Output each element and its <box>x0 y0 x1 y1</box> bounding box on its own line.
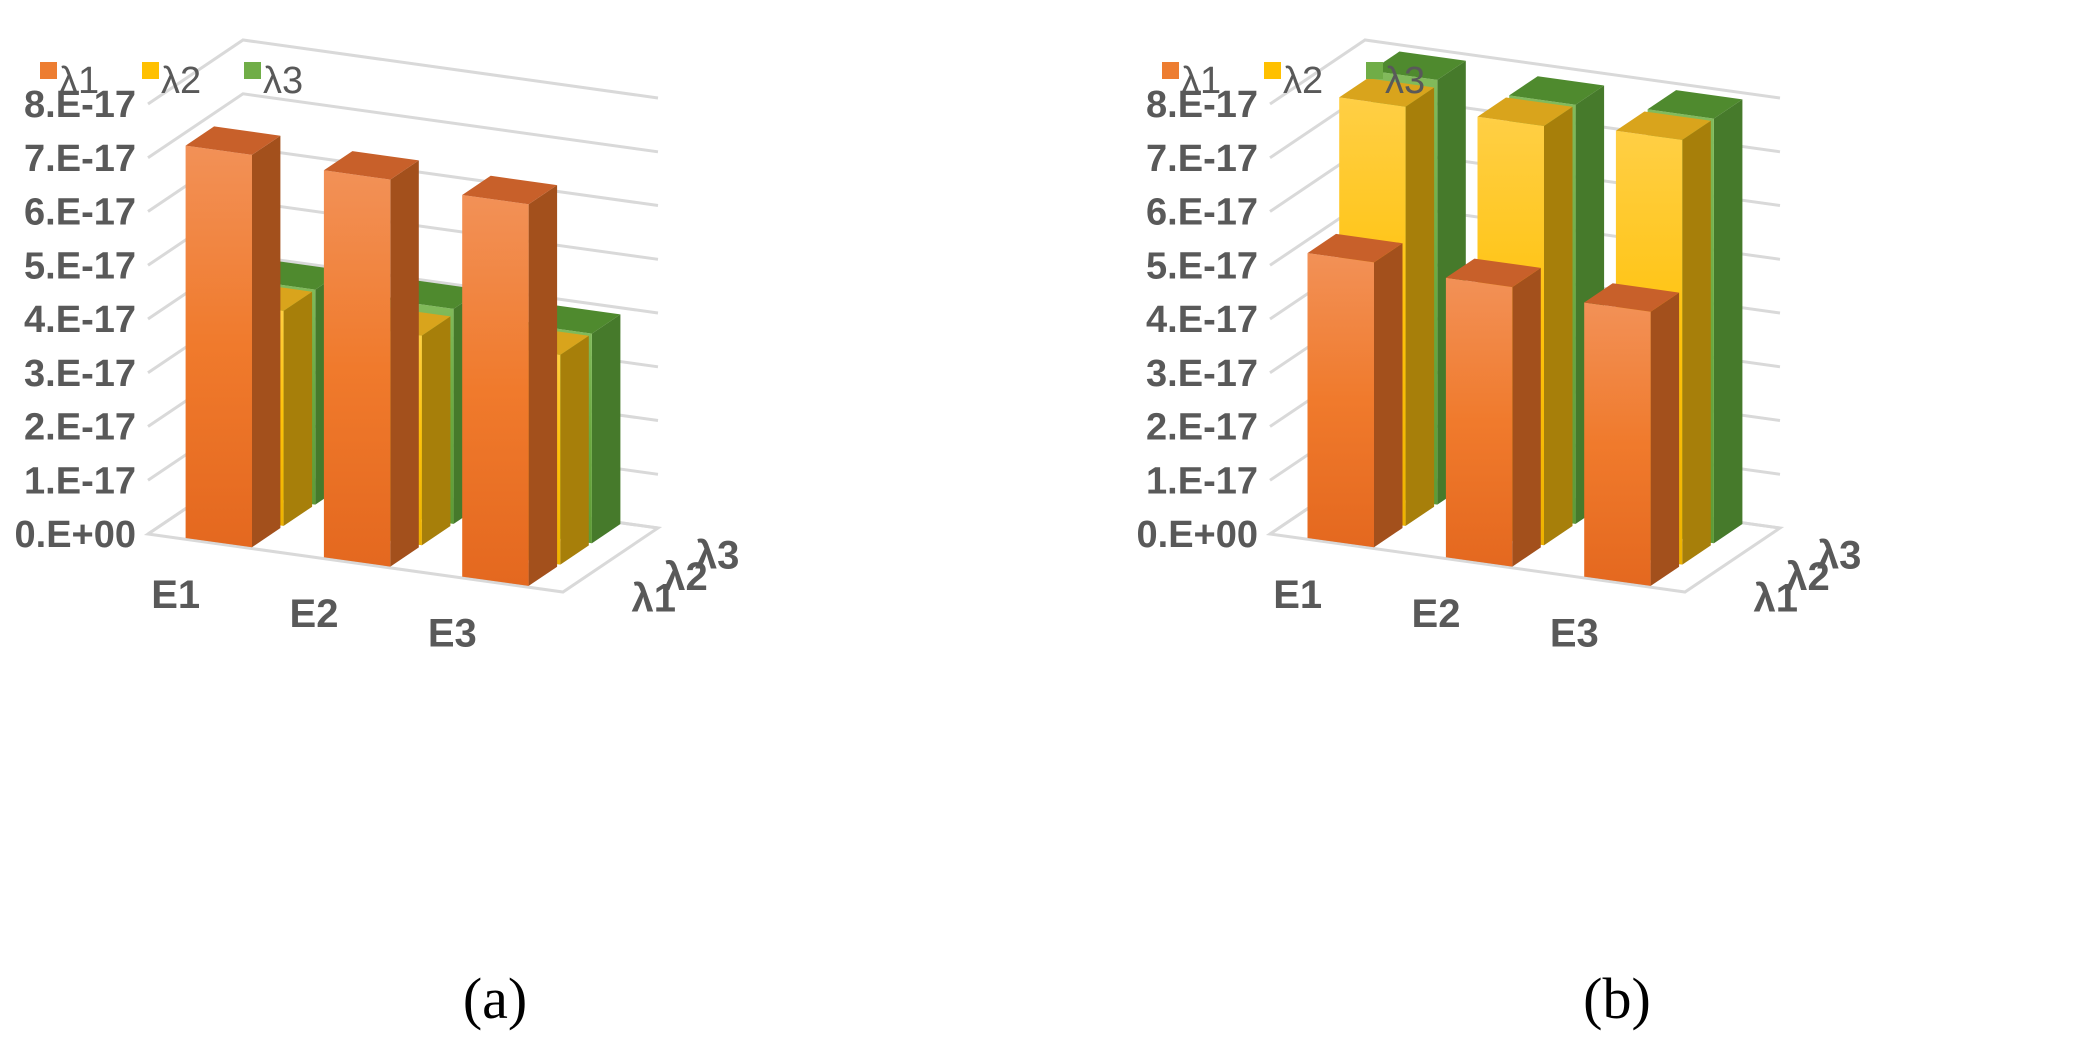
bar-front <box>323 170 391 567</box>
legend-label: λ2 <box>161 60 201 102</box>
bar-top <box>462 175 558 205</box>
x-category-label: E1 <box>151 573 200 617</box>
y-tick-label: 2.E-17 <box>1146 407 1258 449</box>
bar-side <box>1650 292 1680 586</box>
legend-label: λ1 <box>59 60 99 102</box>
y-tick-label: 4.E-17 <box>1146 299 1258 341</box>
bar-λ1-E2 <box>323 151 419 567</box>
bar-front <box>1584 302 1651 586</box>
bar-λ1-E2 <box>1445 258 1541 567</box>
y-tick-label: 1.E-17 <box>1146 460 1258 502</box>
y-tick-label: 5.E-17 <box>1146 245 1258 287</box>
gridline <box>147 38 659 106</box>
bar-side <box>560 335 589 565</box>
x-category-label: E2 <box>1412 592 1461 636</box>
bar-top <box>1615 111 1711 140</box>
y-tick-label: 3.E-17 <box>1146 353 1258 395</box>
bar-top <box>1477 97 1573 126</box>
y-tick-label: 8.E-17 <box>1146 84 1258 126</box>
bar-side <box>1374 243 1403 548</box>
depth-category-label: λ1 <box>632 576 677 620</box>
y-tick-label: 8.E-17 <box>24 84 136 126</box>
bar-top <box>1445 258 1541 288</box>
bar-side <box>390 160 419 567</box>
chart-panel-b: 0.E+00 1.E-17 2.E-17 3.E-17 4.E-17 5.E-17 6.E-… <box>1137 38 1862 1031</box>
legend-swatch <box>244 62 261 79</box>
bar-side <box>1405 87 1435 526</box>
chart-panel-a: 0.E+00 1.E-17 2.E-17 3.E-17 4.E-17 5.E-17 6.E-… <box>15 38 740 1031</box>
x-category-label: E2 <box>290 592 339 636</box>
panel-caption: (b) <box>1583 966 1651 1031</box>
depth-category-label: λ3 <box>695 534 740 578</box>
bar-λ1-E3 <box>462 175 558 586</box>
bar-side <box>1713 99 1743 544</box>
bar-top <box>323 151 419 180</box>
bar-side <box>1544 106 1573 546</box>
legend-label: λ1 <box>1181 60 1221 102</box>
bar-side <box>283 291 313 526</box>
bar-top <box>1307 233 1403 263</box>
legend-swatch <box>40 62 57 79</box>
bar-top <box>1339 78 1435 107</box>
y-tick-label: 3.E-17 <box>24 353 136 395</box>
legend-swatch <box>1162 62 1179 79</box>
x-category-label: E3 <box>428 612 477 656</box>
bar-top <box>185 126 281 155</box>
bar-side <box>591 314 621 544</box>
bar-top <box>1647 90 1743 119</box>
gridline <box>147 92 659 160</box>
depth-category-label: λ3 <box>1817 534 1862 578</box>
bar-side <box>528 185 558 586</box>
bar-front <box>1445 277 1513 567</box>
bar-λ1-E1 <box>1307 233 1403 548</box>
legend-label: λ3 <box>263 60 303 102</box>
depth-category-label: λ2 <box>663 555 708 599</box>
x-category-label: E1 <box>1273 573 1322 617</box>
y-tick-label: 6.E-17 <box>1146 192 1258 234</box>
bar-front <box>462 195 529 586</box>
gridline <box>1269 38 1781 106</box>
y-tick-label: 4.E-17 <box>24 299 136 341</box>
bar-side <box>1512 267 1541 567</box>
x-category-label: E3 <box>1550 612 1599 656</box>
panel-caption: (a) <box>463 966 527 1031</box>
y-tick-label: 6.E-17 <box>24 192 136 234</box>
y-tick-label: 5.E-17 <box>24 245 136 287</box>
bar-front <box>185 145 252 548</box>
bar-top <box>1370 51 1466 80</box>
depth-category-label: λ2 <box>1785 555 1830 599</box>
bar-side <box>252 135 281 548</box>
y-tick-label: 0.E+00 <box>1137 514 1259 556</box>
bar-top <box>1584 283 1680 312</box>
legend-label: λ2 <box>1283 60 1323 102</box>
y-tick-label: 7.E-17 <box>1146 138 1258 180</box>
y-tick-label: 7.E-17 <box>24 138 136 180</box>
y-tick-label: 0.E+00 <box>15 514 137 556</box>
bar-λ1-E1 <box>185 126 281 548</box>
legend-swatch <box>142 62 159 79</box>
legend-label: λ3 <box>1385 60 1425 102</box>
y-tick-label: 2.E-17 <box>24 407 136 449</box>
depth-category-label: λ1 <box>1754 576 1799 620</box>
bar-front <box>1307 253 1374 548</box>
bar-side <box>1682 120 1711 565</box>
bar-λ1-E3 <box>1584 283 1680 586</box>
legend-swatch <box>1366 62 1383 79</box>
bar-top <box>1509 76 1605 105</box>
y-tick-label: 1.E-17 <box>24 460 136 502</box>
bar-side <box>421 316 451 546</box>
legend-swatch <box>1264 62 1281 79</box>
